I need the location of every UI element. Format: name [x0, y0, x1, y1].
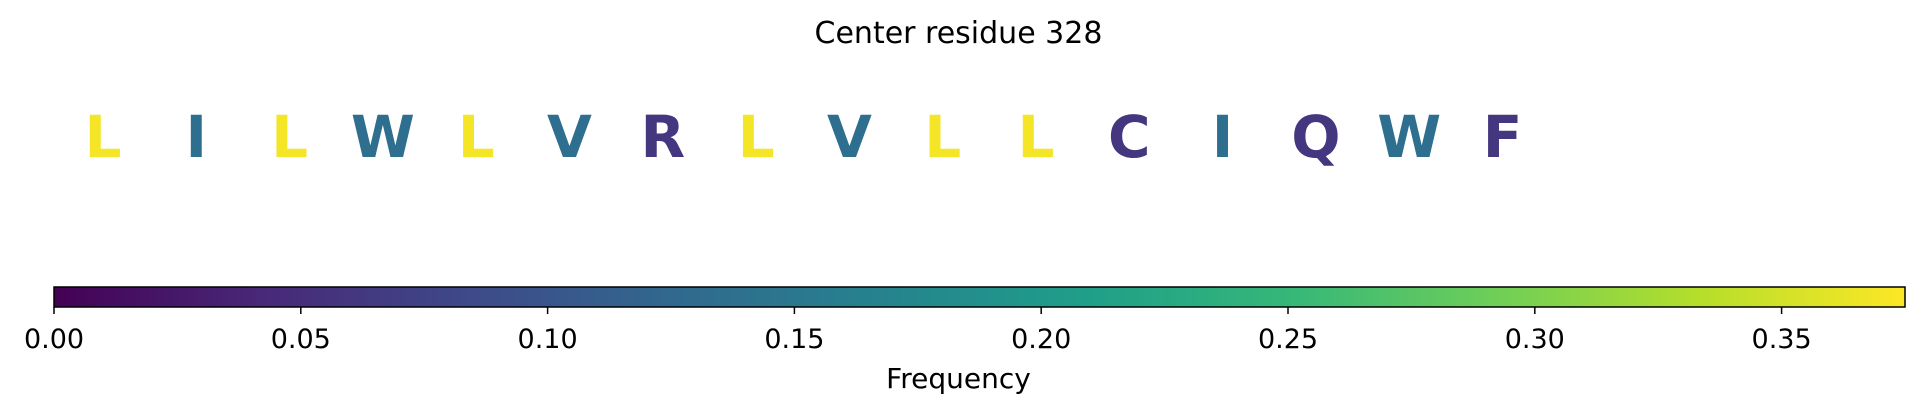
residue-letter: L	[737, 103, 775, 171]
residue-letter: L	[1017, 103, 1055, 171]
colorbar-tick-label: 0.15	[764, 324, 824, 355]
residue-letter: L	[84, 103, 122, 171]
residue-letter: L	[457, 103, 495, 171]
residue-letter: L	[271, 103, 309, 171]
residue-letter: W	[1377, 103, 1442, 171]
residue-letter: F	[1482, 103, 1523, 171]
colorbar-label: Frequency	[886, 362, 1031, 395]
colorbar-tick-label: 0.35	[1752, 324, 1812, 355]
colorbar-tick-label: 0.30	[1505, 324, 1565, 355]
colorbar-tick-label: 0.00	[24, 324, 84, 355]
residue-letter: V	[826, 103, 872, 171]
residue-letter: L	[924, 103, 962, 171]
residue-letter: C	[1108, 103, 1151, 171]
residue-letter: W	[350, 103, 415, 171]
residue-letter: V	[547, 103, 592, 171]
residue-letter: Q	[1291, 103, 1341, 171]
chart-title: Center residue 328	[814, 16, 1103, 51]
residue-letter: I	[1211, 103, 1234, 171]
colorbar-tick-label: 0.10	[518, 324, 578, 355]
residue-letter: R	[640, 103, 686, 171]
colorbar-tick-label: 0.25	[1258, 324, 1318, 355]
colorbar-gradient	[53, 286, 1906, 308]
colorbar-tick-label: 0.20	[1011, 324, 1071, 355]
colorbar-tick-label: 0.05	[271, 324, 331, 355]
residue-letter: I	[185, 103, 208, 171]
